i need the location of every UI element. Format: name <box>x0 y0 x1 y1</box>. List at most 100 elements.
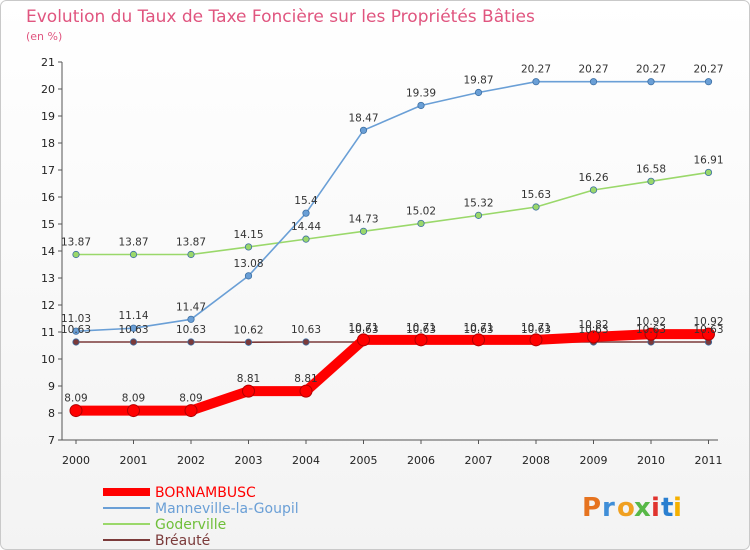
data-label: 10.92 <box>636 316 666 328</box>
data-point <box>417 101 425 110</box>
x-tick-label: 2005 <box>350 454 378 467</box>
x-tick-label: 2002 <box>177 454 205 467</box>
data-label: 16.58 <box>636 163 666 175</box>
data-point <box>244 338 253 346</box>
data-point <box>127 404 140 418</box>
axes: 7 8 9 10 11 12 13 14 15 16 17 18 19 20 21 2000 2001 2002 2… <box>41 56 723 467</box>
data-label: 14.15 <box>233 229 263 241</box>
data-point <box>472 333 485 347</box>
data-label: 10.63 <box>176 324 206 336</box>
logo-letter: i <box>673 493 682 523</box>
data-label: 19.39 <box>406 87 436 99</box>
data-point <box>242 384 255 398</box>
data-label: 10.63 <box>61 324 91 336</box>
x-tick-label: 2009 <box>580 454 608 467</box>
y-tick-label: 7 <box>48 434 55 447</box>
data-label: 14.44 <box>291 221 321 233</box>
data-label: 10.63 <box>118 324 148 336</box>
data-label: 13.87 <box>61 237 91 249</box>
series-line-bornambusc <box>71 329 714 416</box>
data-point <box>589 186 598 194</box>
data-point <box>474 211 483 219</box>
data-label: 10.62 <box>233 324 263 336</box>
logo-letter: P <box>582 493 601 523</box>
series-line-manneville-la-goupil <box>75 80 710 332</box>
data-point <box>589 78 598 86</box>
data-point <box>647 78 655 86</box>
data-label: 20.27 <box>636 64 666 76</box>
legend-label: BORNAMBUSC <box>155 485 256 501</box>
data-point <box>299 384 313 398</box>
data-point <box>532 78 540 86</box>
data-label: 10.71 <box>521 322 551 334</box>
x-tick-label: 2011 <box>695 454 723 467</box>
data-point <box>72 250 80 259</box>
data-point <box>357 333 370 347</box>
y-tick-label: 11 <box>41 326 55 339</box>
y-axis-unit: (en %) <box>26 30 62 43</box>
y-tick-label: 21 <box>41 56 55 69</box>
data-point <box>359 126 368 134</box>
x-tick-label: 2007 <box>465 454 493 467</box>
data-label: 11.03 <box>61 313 91 325</box>
data-label: 15.63 <box>521 189 551 201</box>
data-point <box>704 168 713 177</box>
data-label: 10.63 <box>406 324 436 336</box>
x-tick-label: 2010 <box>637 454 665 467</box>
y-tick-label: 18 <box>41 137 55 150</box>
legend-label: Goderville <box>155 517 226 533</box>
data-label: 13.87 <box>118 237 148 249</box>
logo-letter: r <box>602 493 615 523</box>
x-tick-label: 2006 <box>407 454 435 467</box>
data-label: 10.63 <box>578 324 608 336</box>
data-point <box>302 338 310 346</box>
logo-letter: o <box>617 493 635 523</box>
data-label: 18.47 <box>348 112 378 124</box>
logo-letter: x <box>634 493 651 523</box>
data-point <box>187 315 195 323</box>
data-point <box>474 88 483 97</box>
data-label: 20.27 <box>521 64 551 76</box>
data-point <box>72 327 80 335</box>
data-label: 14.73 <box>348 213 378 225</box>
y-tick-label: 16 <box>41 191 55 204</box>
data-label: 10.71 <box>463 322 493 334</box>
data-label: 16.91 <box>693 154 723 166</box>
data-point <box>647 177 655 185</box>
y-tick-label: 13 <box>41 272 55 285</box>
data-label: 13.08 <box>233 258 263 270</box>
data-label: 10.63 <box>636 324 666 336</box>
data-point <box>129 250 138 259</box>
y-tick-label: 20 <box>41 83 55 96</box>
data-point <box>302 235 310 243</box>
data-point <box>359 227 368 235</box>
y-tick-label: 17 <box>41 164 55 177</box>
series-line-goderville <box>75 171 710 256</box>
series-layer <box>69 78 715 418</box>
data-label: 10.82 <box>578 319 608 331</box>
data-point <box>244 243 253 251</box>
y-tick-label: 8 <box>48 407 55 420</box>
data-label: 8.09 <box>179 393 202 405</box>
data-label: 10.63 <box>463 324 493 336</box>
data-label: 20.27 <box>693 64 723 76</box>
legend-label: Manneville-la-Goupil <box>155 501 299 517</box>
x-tick-label: 2003 <box>235 454 263 467</box>
data-label: 15.4 <box>294 195 318 207</box>
data-point <box>187 250 195 259</box>
data-label: 10.71 <box>406 322 436 334</box>
data-label: 10.63 <box>348 324 378 336</box>
data-label: 10.71 <box>348 322 378 334</box>
x-tick-label: 2004 <box>292 454 320 467</box>
data-point <box>187 338 195 346</box>
data-label: 15.02 <box>406 205 436 217</box>
data-label: 10.63 <box>521 324 551 336</box>
data-label: 16.26 <box>578 172 608 184</box>
y-tick-label: 10 <box>41 353 55 366</box>
data-point <box>302 209 310 217</box>
data-label: 10.63 <box>693 324 723 336</box>
